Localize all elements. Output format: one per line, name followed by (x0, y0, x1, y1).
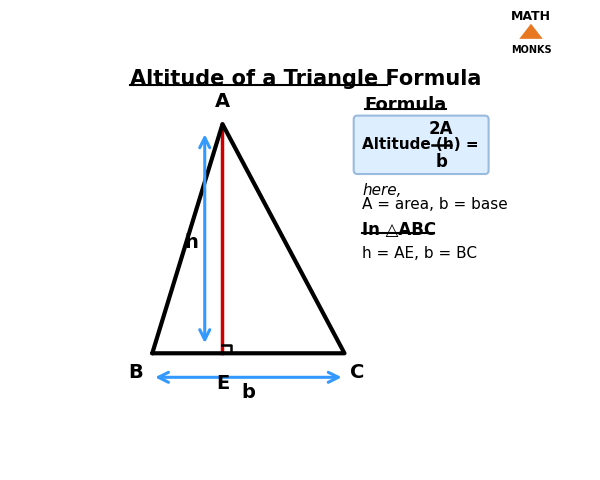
Text: Altitude (h) =: Altitude (h) = (362, 137, 484, 152)
Text: here,: here, (362, 182, 402, 198)
Text: Altitude of a Triangle Formula: Altitude of a Triangle Formula (130, 69, 481, 89)
Text: h: h (184, 233, 198, 252)
Text: b: b (241, 383, 256, 402)
FancyBboxPatch shape (354, 116, 488, 174)
Text: 2A: 2A (429, 120, 454, 138)
Text: MONKS: MONKS (511, 45, 551, 55)
Polygon shape (519, 24, 542, 39)
Text: h = AE, b = BC: h = AE, b = BC (362, 246, 477, 261)
Text: In △ABC: In △ABC (362, 221, 436, 239)
Text: E: E (216, 373, 229, 393)
Text: A: A (215, 92, 230, 111)
Text: MATH: MATH (511, 10, 551, 23)
Text: A = area, b = base: A = area, b = base (362, 197, 508, 212)
Text: b: b (436, 153, 447, 171)
Text: B: B (128, 362, 143, 382)
Text: C: C (350, 362, 364, 382)
Text: Formula: Formula (365, 96, 447, 114)
